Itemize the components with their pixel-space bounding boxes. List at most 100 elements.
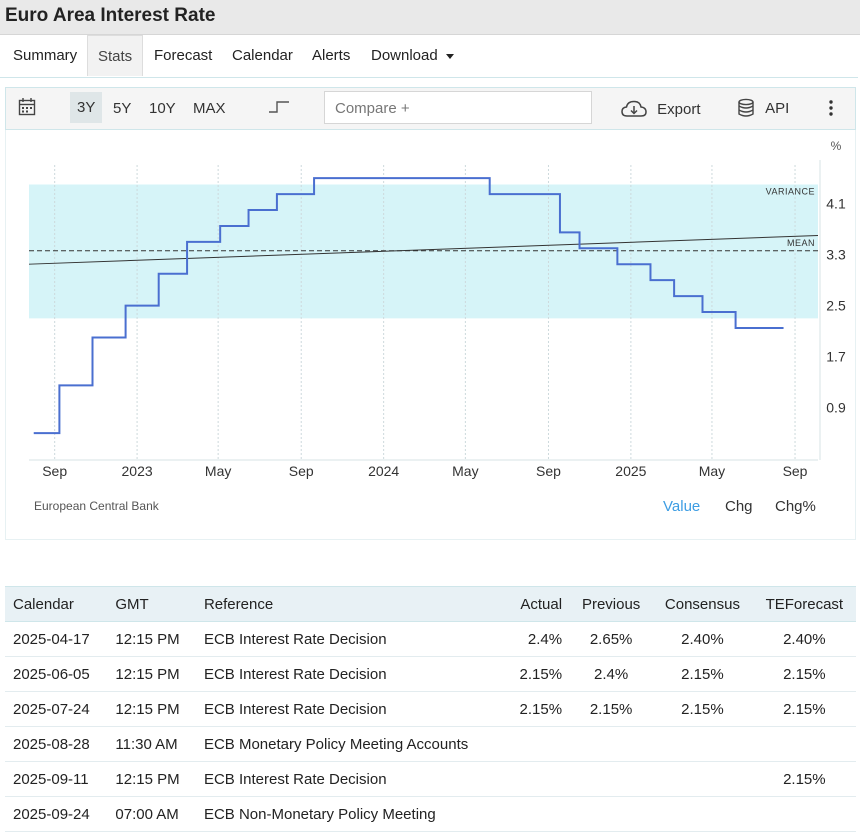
title-bar: Euro Area Interest Rate — [0, 0, 860, 35]
table-cell-reference[interactable]: ECB Interest Rate Decision — [195, 691, 506, 727]
column-header-consensus[interactable]: Consensus — [652, 586, 753, 622]
table-cell-previous: 2.4% — [570, 656, 653, 692]
caret-down-icon — [445, 53, 454, 59]
column-header-gmt[interactable]: GMT — [107, 586, 196, 622]
x-tick-label: May — [699, 463, 725, 479]
table-cell-actual: 2.4% — [505, 621, 571, 657]
chart-container — [5, 130, 856, 540]
table-cell-gmt: 12:15 PM — [107, 621, 196, 657]
table-cell-teforecast: 2.15% — [752, 691, 856, 727]
tab-summary[interactable]: Summary — [13, 47, 78, 64]
cloud-download-icon — [621, 100, 647, 117]
page-title: Euro Area Interest Rate — [5, 5, 216, 26]
table-cell-previous — [570, 726, 653, 762]
table-cell-reference[interactable]: ECB Interest Rate Decision — [195, 761, 506, 797]
tab-alerts[interactable]: Alerts — [312, 47, 351, 64]
series-line — [33, 177, 784, 435]
y-tick-label: 3.3 — [826, 247, 846, 263]
x-tick-label: Sep — [42, 463, 67, 479]
tab-forecast[interactable]: Forecast — [154, 47, 213, 64]
table-cell-consensus: 2.15% — [652, 656, 753, 692]
table-cell-teforecast: 2.40% — [752, 621, 856, 657]
table-cell-gmt: 11:30 AM — [107, 726, 196, 762]
table-cell-calendar: 2025-07-24 — [5, 691, 108, 727]
column-header-calendar[interactable]: Calendar — [5, 586, 108, 622]
column-header-teforecast[interactable]: TEForecast — [752, 586, 856, 622]
column-header-actual[interactable]: Actual — [505, 586, 571, 622]
range-max-button[interactable]: MAX — [193, 100, 226, 117]
y-tick-label: 2.5 — [826, 298, 846, 314]
range-5y-button[interactable]: 5Y — [113, 100, 132, 117]
table-cell-teforecast — [752, 796, 856, 832]
mean-label: MEAN — [787, 238, 815, 248]
y-tick-label: 1.7 — [826, 349, 846, 365]
export-button[interactable]: Export — [621, 100, 701, 118]
column-header-reference[interactable]: Reference — [195, 586, 506, 622]
x-tick-label: 2023 — [122, 463, 153, 479]
calendar-icon[interactable] — [18, 97, 36, 121]
table-cell-actual — [505, 726, 571, 762]
unit-label: % — [831, 139, 842, 153]
value-button[interactable]: Value — [663, 498, 701, 515]
table-cell-gmt: 12:15 PM — [107, 691, 196, 727]
tab-download[interactable]: Download — [371, 47, 454, 64]
interest-rate-chart: % Sep 2023 May Sep 2024 May Sep 2025 May Sep 0.9 1.… — [28, 139, 846, 479]
column-header-previous[interactable]: Previous — [570, 586, 653, 622]
table-cell-previous — [570, 796, 653, 832]
api-button[interactable]: API — [737, 98, 789, 118]
table-cell-actual — [505, 761, 571, 797]
table-cell-calendar: 2025-06-05 — [5, 656, 108, 692]
table-cell-actual: 2.15% — [505, 691, 571, 727]
table-row[interactable]: 2025-09-24 07:00 AM ECB Non-Monetary Polic… — [5, 796, 856, 832]
table-cell-consensus — [652, 796, 753, 832]
database-icon — [738, 98, 754, 117]
table-cell-calendar: 2025-04-17 — [5, 621, 108, 657]
table-cell-teforecast: 2.15% — [752, 656, 856, 692]
table-cell-reference[interactable]: ECB Non-Monetary Policy Meeting — [195, 796, 506, 832]
table-cell-consensus — [652, 761, 753, 797]
table-cell-actual — [505, 796, 571, 832]
table-row[interactable]: 2025-04-17 12:15 PM ECB Interest Rate Deci… — [5, 621, 856, 657]
table-row[interactable]: 2025-06-05 12:15 PM ECB Interest Rate Deci… — [5, 656, 856, 692]
tab-calendar[interactable]: Calendar — [232, 47, 293, 64]
table-row[interactable]: 2025-07-24 12:15 PM ECB Interest Rate Deci… — [5, 691, 856, 727]
table-row[interactable]: 2025-08-28 11:30 AM ECB Monetary Policy Me… — [5, 726, 856, 762]
table-cell-reference[interactable]: ECB Interest Rate Decision — [195, 621, 506, 657]
x-tick-label: Sep — [536, 463, 561, 479]
tab-stats[interactable]: Stats — [87, 35, 144, 76]
compare-input[interactable]: Compare + — [324, 91, 592, 124]
table-cell-previous — [570, 761, 653, 797]
table-row[interactable]: 2025-09-11 12:15 PM ECB Interest Rate Deci… — [5, 761, 856, 797]
table-cell-reference[interactable]: ECB Monetary Policy Meeting Accounts — [195, 726, 506, 762]
table-cell-previous: 2.15% — [570, 691, 653, 727]
variance-band — [29, 184, 818, 319]
range-10y-button[interactable]: 10Y — [149, 100, 176, 117]
calendar-header-row: Calendar GMT Reference Actual Previous Consen… — [5, 586, 856, 622]
x-tick-label: May — [205, 463, 231, 479]
tab-bar: Summary Stats Forecast Calendar Alerts D… — [0, 35, 858, 78]
x-tick-label: 2025 — [615, 463, 646, 479]
y-tick-label: 4.1 — [826, 196, 846, 212]
x-tick-label: Sep — [783, 463, 808, 479]
table-cell-teforecast — [752, 726, 856, 762]
trend-line — [28, 235, 819, 265]
step-chart-icon[interactable] — [268, 99, 290, 117]
table-cell-gmt: 12:15 PM — [107, 761, 196, 797]
api-label: API — [765, 99, 790, 117]
export-label: Export — [657, 100, 701, 118]
table-cell-gmt: 07:00 AM — [107, 796, 196, 832]
range-3y-button[interactable]: 3Y — [70, 92, 103, 123]
more-options-icon[interactable] — [828, 99, 834, 121]
x-tick-label: Sep — [289, 463, 314, 479]
table-cell-consensus: 2.15% — [652, 691, 753, 727]
x-tick-label: May — [452, 463, 478, 479]
table-cell-calendar: 2025-08-28 — [5, 726, 108, 762]
chart-toolbar: 3Y 5Y 10Y MAX Compare + Export API — [5, 87, 856, 130]
table-cell-calendar: 2025-09-11 — [5, 761, 108, 797]
chg-button[interactable]: Chg — [725, 498, 753, 515]
x-tick-label: 2024 — [368, 463, 399, 479]
y-tick-label: 0.9 — [826, 400, 846, 416]
chg-percent-button[interactable]: Chg% — [775, 498, 816, 515]
table-cell-calendar: 2025-09-24 — [5, 796, 108, 832]
table-cell-reference[interactable]: ECB Interest Rate Decision — [195, 656, 506, 692]
